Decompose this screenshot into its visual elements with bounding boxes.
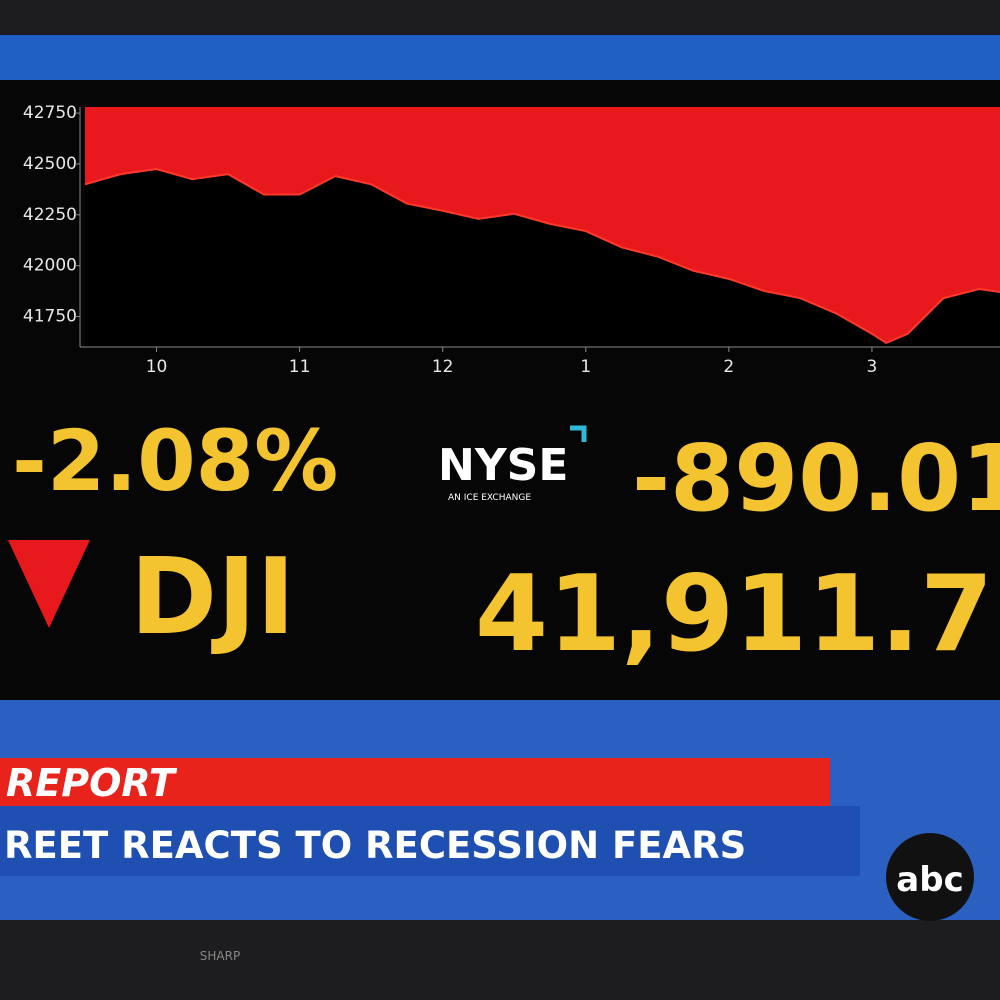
y-tick-label: 42000 <box>23 256 77 276</box>
percent-change: -2.08% <box>12 412 338 510</box>
price-line <box>84 168 1000 345</box>
x-tick-label: 12 <box>432 357 454 377</box>
exchange-logo-mark <box>570 425 587 442</box>
x-tick-label: 2 <box>723 357 734 377</box>
area-fill <box>85 107 1000 343</box>
report-label: REPORT <box>6 761 178 805</box>
price: 41,911.71 <box>475 553 1000 675</box>
x-tick-label: 10 <box>146 357 168 377</box>
tv-brand: SHARP <box>200 949 240 963</box>
network: abc <box>896 860 963 900</box>
exchange: NYSE <box>438 440 568 491</box>
x-tick-label: 3 <box>867 357 878 377</box>
y-tick-label: 42750 <box>23 103 77 123</box>
headline: REET REACTS TO RECESSION FEARS <box>4 824 746 867</box>
symbol: DJI <box>130 536 295 658</box>
point-change: -890.01 <box>632 425 1000 532</box>
down-arrow <box>8 540 90 628</box>
x-tick-label: 11 <box>289 357 311 377</box>
headline-bar <box>0 806 860 876</box>
report-bar <box>0 758 830 806</box>
y-tick-label: 42500 <box>23 154 77 174</box>
y-tick-label: 41750 <box>23 306 77 326</box>
y-tick-label: 42250 <box>23 205 77 225</box>
network-logo <box>886 833 974 921</box>
exchange-note: AN ICE EXCHANGE <box>448 493 531 503</box>
x-tick-label: 1 <box>580 357 591 377</box>
